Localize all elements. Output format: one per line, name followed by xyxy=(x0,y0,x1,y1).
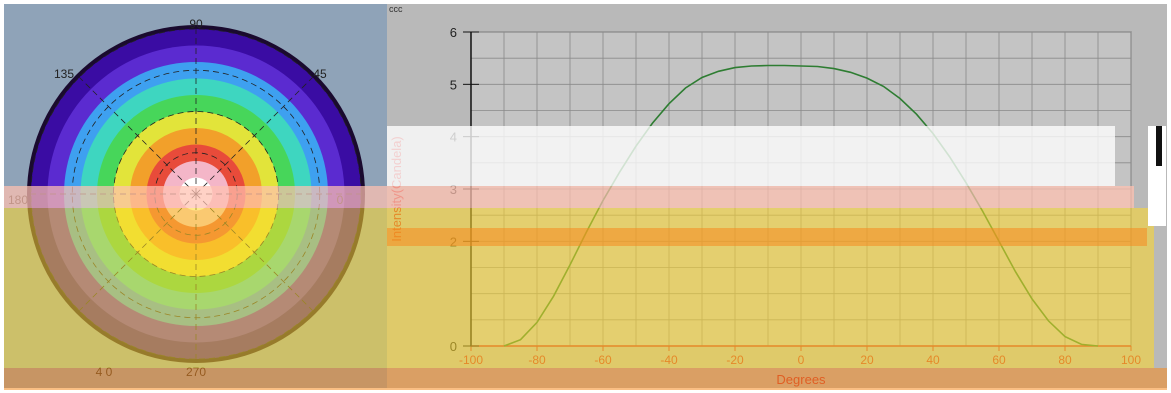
polar-grid xyxy=(30,28,362,360)
angle-label-270: 270 xyxy=(186,365,206,379)
x-tick-label: -60 xyxy=(594,353,612,367)
x-tick-label: 100 xyxy=(1121,353,1141,367)
polar-grid-spoke xyxy=(79,77,197,195)
x-tick-label: 60 xyxy=(992,353,1006,367)
angle-label-90: 90 xyxy=(189,17,203,31)
polar-bottom-label: 4 0 xyxy=(96,365,113,379)
x-tick-label: 0 xyxy=(798,353,805,367)
y-tick-label: 5 xyxy=(450,77,457,92)
x-tick-label: -20 xyxy=(726,353,744,367)
polar-plot: 90 135 45 180 0 270 4 0 xyxy=(8,17,365,379)
y-tick-label: 6 xyxy=(450,25,457,40)
x-tick-label: -40 xyxy=(660,353,678,367)
x-axis-title: Degrees xyxy=(776,372,826,387)
angle-label-0: 0 xyxy=(337,193,344,207)
y-axis-title: Intensity(Candela) xyxy=(389,136,404,242)
x-tick-label: 40 xyxy=(926,353,940,367)
x-tick-label: 80 xyxy=(1058,353,1072,367)
polar-grid-spoke xyxy=(195,77,313,195)
intensity-chart-panel: -100 -80 -60 -40 -20 0 20 40 60 80 100 0 2 3 4 5 6 Degre… xyxy=(387,4,1167,388)
y-tick-label: 2 xyxy=(450,234,457,249)
angle-label-45: 45 xyxy=(313,67,327,81)
polar-plot-panel: 90 135 45 180 0 270 4 0 xyxy=(4,4,387,388)
y-tick-label: 3 xyxy=(450,182,457,197)
x-tick-label: 20 xyxy=(860,353,874,367)
y-tick-label: 4 xyxy=(450,130,457,145)
y-tick-label: 0 xyxy=(450,339,457,354)
angle-label-180: 180 xyxy=(8,193,28,207)
intensity-chart: -100 -80 -60 -40 -20 0 20 40 60 80 100 0 2 3 4 5 6 Degre… xyxy=(387,4,1167,388)
x-tick-label: -100 xyxy=(459,353,483,367)
angle-label-135: 135 xyxy=(54,67,74,81)
x-tick-label: -80 xyxy=(528,353,546,367)
corner-label: ccc xyxy=(389,4,403,14)
